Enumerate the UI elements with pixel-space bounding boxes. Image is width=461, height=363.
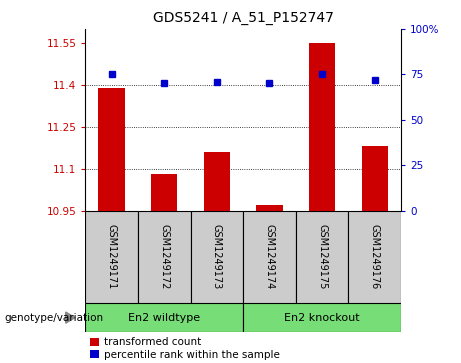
Bar [243, 211, 296, 303]
Bar [151, 174, 177, 211]
Text: genotype/variation: genotype/variation [5, 313, 104, 323]
Text: GSM1249172: GSM1249172 [159, 224, 169, 290]
Text: En2 wildtype: En2 wildtype [128, 313, 200, 323]
Bar [349, 211, 401, 303]
Bar [85, 303, 243, 332]
Bar [204, 152, 230, 211]
Text: GSM1249174: GSM1249174 [265, 224, 274, 289]
Text: En2 knockout: En2 knockout [284, 313, 360, 323]
Text: GSM1249171: GSM1249171 [106, 224, 117, 289]
Title: GDS5241 / A_51_P152747: GDS5241 / A_51_P152747 [153, 11, 334, 25]
Bar [309, 43, 335, 211]
Text: GSM1249175: GSM1249175 [317, 224, 327, 290]
Bar [99, 88, 125, 211]
Bar [361, 146, 388, 211]
Bar [138, 211, 190, 303]
Text: GSM1249176: GSM1249176 [370, 224, 380, 289]
Bar [85, 211, 138, 303]
Text: GSM1249173: GSM1249173 [212, 224, 222, 289]
Legend: transformed count, percentile rank within the sample: transformed count, percentile rank withi… [90, 337, 280, 360]
Bar [296, 211, 349, 303]
Polygon shape [66, 312, 75, 323]
Bar [190, 211, 243, 303]
Bar [256, 205, 283, 211]
Bar [243, 303, 401, 332]
